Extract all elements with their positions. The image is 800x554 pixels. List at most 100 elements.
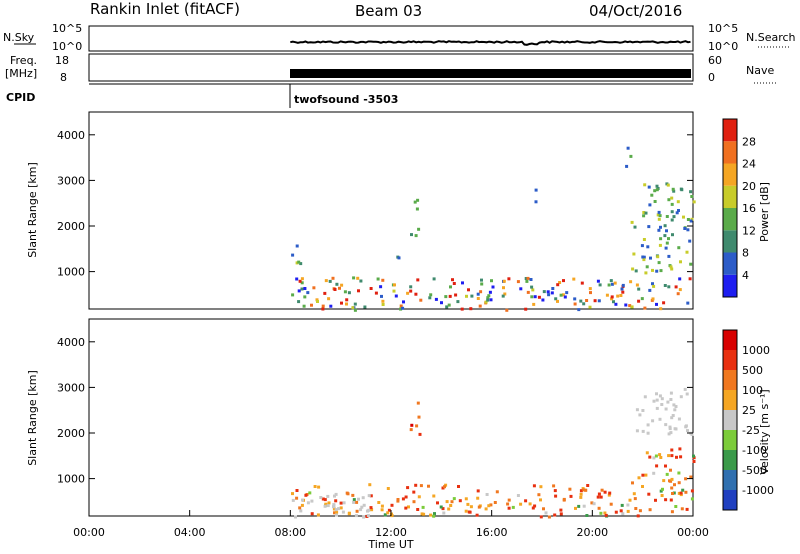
colorbar-swatch	[723, 141, 737, 164]
colorbar-tick-label: -25	[742, 424, 760, 437]
echo-cell	[664, 464, 667, 468]
echo-cell	[416, 278, 420, 282]
echo-cell	[542, 290, 546, 294]
echo-cell	[464, 497, 468, 501]
echo-cell	[582, 504, 586, 508]
echo-cell	[610, 297, 614, 301]
echo-cell	[554, 297, 558, 301]
echo-cell	[404, 495, 408, 499]
echo-cell	[469, 307, 473, 311]
echo-cell	[630, 305, 634, 309]
echo-cell	[610, 295, 614, 299]
echo-cell	[381, 278, 385, 282]
echo-cell	[532, 484, 536, 488]
echo-cell	[476, 297, 480, 300]
echo-cell	[596, 495, 600, 499]
echo-cell	[603, 490, 607, 494]
echo-cell	[613, 281, 617, 285]
echo-cell	[648, 288, 652, 292]
echo-cell	[666, 400, 670, 404]
echo-cell	[677, 491, 681, 495]
velocity-y-label: Slant Range [km]	[26, 370, 39, 466]
echo-cell	[663, 224, 667, 228]
echo-cell	[640, 244, 644, 248]
echo-cell	[323, 498, 327, 502]
echo-cell	[295, 261, 299, 265]
echo-cell	[417, 495, 421, 499]
echo-cell	[626, 503, 630, 507]
echo-cell	[658, 243, 662, 247]
echo-cell	[683, 387, 687, 391]
echo-cell	[649, 256, 652, 260]
echo-cell	[539, 498, 542, 502]
echo-cell	[599, 495, 603, 499]
echo-cell	[291, 293, 295, 297]
echo-cell	[421, 505, 425, 509]
echo-cell	[547, 293, 551, 297]
echo-cell	[667, 254, 671, 258]
echo-cell	[319, 496, 323, 499]
time-axis-ticks: 00:00 04:00 08:00 12:00 16:00 20:00 00:00	[73, 510, 709, 539]
echo-cell	[539, 515, 543, 519]
echo-cell	[673, 483, 676, 487]
nsky-frame	[88, 25, 694, 52]
echo-cell	[303, 287, 307, 290]
echo-cell	[596, 279, 600, 283]
echo-cell	[486, 296, 490, 300]
echo-cell	[406, 486, 410, 490]
echo-cell	[333, 494, 336, 498]
echo-cell	[670, 416, 674, 420]
echo-cell	[667, 237, 670, 241]
echo-cell	[310, 303, 313, 307]
nsky-strip: N.Sky 10^5 10^0 10^5 10^0 N.Search	[3, 22, 796, 53]
echo-cell	[295, 489, 299, 492]
echo-cell	[376, 277, 380, 281]
echo-cell	[624, 303, 628, 307]
echo-cell	[636, 514, 640, 518]
echo-cell	[367, 494, 371, 498]
colorbar-tick-label: -500	[742, 464, 767, 477]
echo-cell	[659, 307, 663, 311]
echo-cell	[645, 265, 649, 269]
echo-cell	[340, 301, 343, 305]
echo-cell	[469, 505, 473, 509]
echo-cell	[343, 290, 347, 294]
echo-cell	[692, 456, 696, 460]
power-echo-marks	[291, 146, 696, 312]
nsky-label: N.Sky	[3, 31, 35, 44]
echo-cell	[441, 507, 445, 511]
echo-cell	[692, 460, 696, 463]
echo-cell	[333, 288, 337, 291]
echo-cell	[449, 285, 452, 289]
echo-cell	[449, 504, 453, 507]
echo-cell	[679, 187, 683, 191]
echo-cell	[672, 215, 676, 219]
echo-cell	[562, 279, 565, 283]
echo-cell	[465, 294, 468, 298]
echo-cell	[552, 484, 556, 488]
colorbar-swatch	[723, 230, 737, 253]
x-tick-label: 00:00	[73, 526, 105, 539]
echo-cell	[519, 287, 523, 291]
echo-cell	[654, 498, 657, 502]
echo-cell	[670, 510, 674, 514]
colorbar-tick-label: -100	[742, 444, 767, 457]
echo-cell	[670, 218, 674, 222]
velocity-colorbar: 1000 500 100 25 -25 -100 -500 -1000	[722, 329, 774, 511]
echo-cell	[399, 307, 403, 311]
echo-cell	[665, 472, 669, 476]
echo-cell	[558, 281, 562, 284]
echo-cell	[635, 429, 639, 433]
echo-cell	[529, 278, 533, 281]
echo-cell	[664, 423, 668, 427]
echo-cell	[294, 515, 297, 519]
echo-cell	[585, 299, 589, 302]
echo-cell	[652, 284, 656, 288]
echo-cell	[680, 507, 684, 511]
echo-cell	[644, 271, 648, 275]
echo-cell	[655, 392, 658, 396]
echo-cell	[641, 473, 645, 477]
echo-cell	[657, 228, 661, 232]
echo-cell	[544, 511, 548, 515]
echo-cell	[619, 509, 623, 513]
